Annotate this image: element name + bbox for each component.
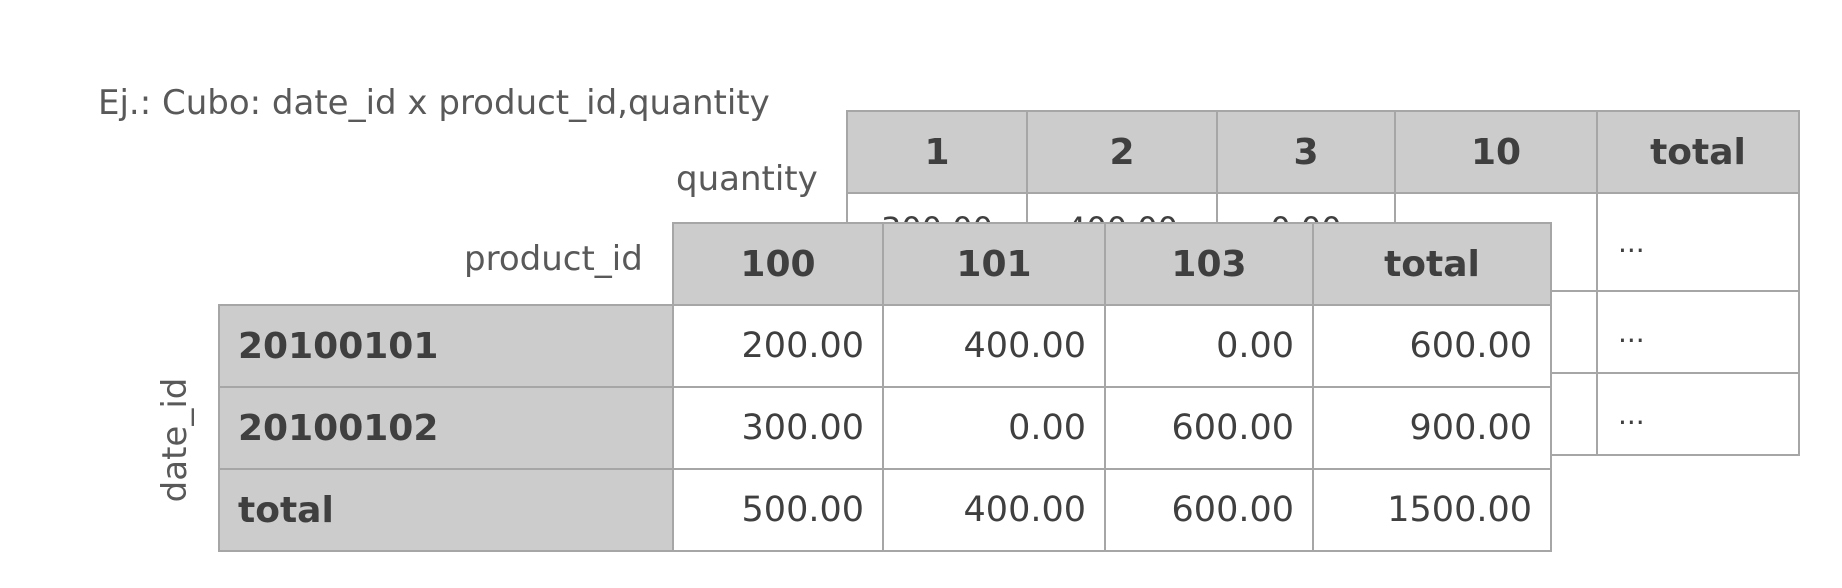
- product-header-cell: 103: [1104, 222, 1314, 306]
- table-row: 20100102 300.00 0.00 600.00 900.00: [218, 386, 1552, 470]
- value-cell: 300.00: [672, 386, 884, 470]
- product-header-cell: 101: [882, 222, 1106, 306]
- product-header-cell: total: [1312, 222, 1552, 306]
- value-cell: 0.00: [1104, 304, 1314, 388]
- diagram-title: Ej.: Cubo: date_id x product_id,quantity: [98, 83, 770, 123]
- quantity-header-cell: 2: [1026, 110, 1218, 194]
- product-header-cell: 100: [672, 222, 884, 306]
- quantity-header-cell: 3: [1216, 110, 1396, 194]
- value-cell: 600.00: [1104, 468, 1314, 552]
- date-row-header: 20100102: [218, 386, 674, 470]
- quantity-header-cell: 1: [846, 110, 1028, 194]
- value-cell: 0.00: [882, 386, 1106, 470]
- quantity-header-cell: total: [1596, 110, 1800, 194]
- value-cell: 500.00: [672, 468, 884, 552]
- product-header-row: 100 101 103 total: [219, 222, 1552, 306]
- value-cell: 600.00: [1312, 304, 1552, 388]
- table-row: 20100101 200.00 400.00 0.00 600.00: [218, 304, 1552, 388]
- date-row-header: 20100101: [218, 304, 674, 388]
- quantity-header-cell: 10: [1394, 110, 1598, 194]
- value-cell: 400.00: [882, 468, 1106, 552]
- quantity-header-row: 1 2 3 10 total: [846, 110, 1800, 194]
- cube-front-table: 100 101 103 total 20100101 200.00 400.00…: [218, 222, 1552, 552]
- value-cell: 600.00: [1104, 386, 1314, 470]
- quantity-axis-label: quantity: [676, 159, 818, 199]
- ellipsis-cell: ...: [1596, 290, 1800, 374]
- ellipsis-cell: ...: [1596, 192, 1800, 292]
- date-axis-label: date_id: [155, 377, 195, 503]
- value-cell: 900.00: [1312, 386, 1552, 470]
- value-cell: 1500.00: [1312, 468, 1552, 552]
- value-cell: 400.00: [882, 304, 1106, 388]
- ellipsis-cell: ...: [1596, 372, 1800, 456]
- total-row-header: total: [218, 468, 674, 552]
- value-cell: 200.00: [672, 304, 884, 388]
- table-row: total 500.00 400.00 600.00 1500.00: [218, 468, 1552, 552]
- product-axis-label: product_id: [464, 239, 643, 279]
